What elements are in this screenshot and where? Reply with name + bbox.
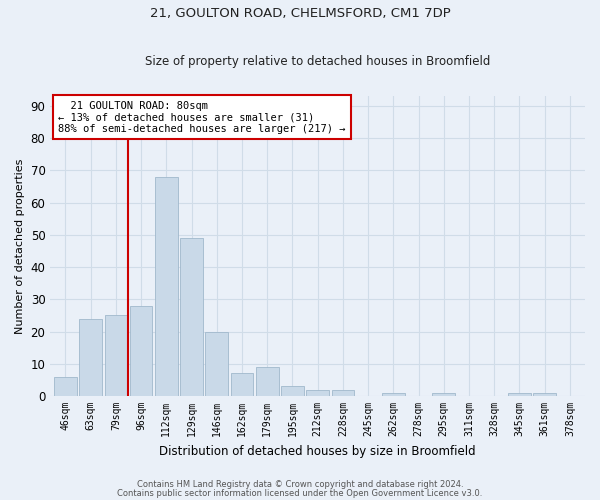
Bar	[205, 332, 228, 396]
Bar	[79, 318, 102, 396]
Bar	[533, 393, 556, 396]
Bar	[54, 376, 77, 396]
Text: Contains public sector information licensed under the Open Government Licence v3: Contains public sector information licen…	[118, 488, 482, 498]
Bar	[433, 393, 455, 396]
Bar	[155, 176, 178, 396]
Text: 21, GOULTON ROAD, CHELMSFORD, CM1 7DP: 21, GOULTON ROAD, CHELMSFORD, CM1 7DP	[149, 8, 451, 20]
X-axis label: Distribution of detached houses by size in Broomfield: Distribution of detached houses by size …	[160, 444, 476, 458]
Title: Size of property relative to detached houses in Broomfield: Size of property relative to detached ho…	[145, 56, 490, 68]
Bar	[306, 390, 329, 396]
Bar	[382, 393, 404, 396]
Bar	[180, 238, 203, 396]
Bar	[508, 393, 531, 396]
Bar	[281, 386, 304, 396]
Bar	[230, 374, 253, 396]
Bar	[332, 390, 354, 396]
Text: 21 GOULTON ROAD: 80sqm
← 13% of detached houses are smaller (31)
88% of semi-det: 21 GOULTON ROAD: 80sqm ← 13% of detached…	[58, 100, 346, 134]
Text: Contains HM Land Registry data © Crown copyright and database right 2024.: Contains HM Land Registry data © Crown c…	[137, 480, 463, 489]
Bar	[256, 367, 278, 396]
Bar	[104, 316, 127, 396]
Y-axis label: Number of detached properties: Number of detached properties	[15, 158, 25, 334]
Bar	[130, 306, 152, 396]
